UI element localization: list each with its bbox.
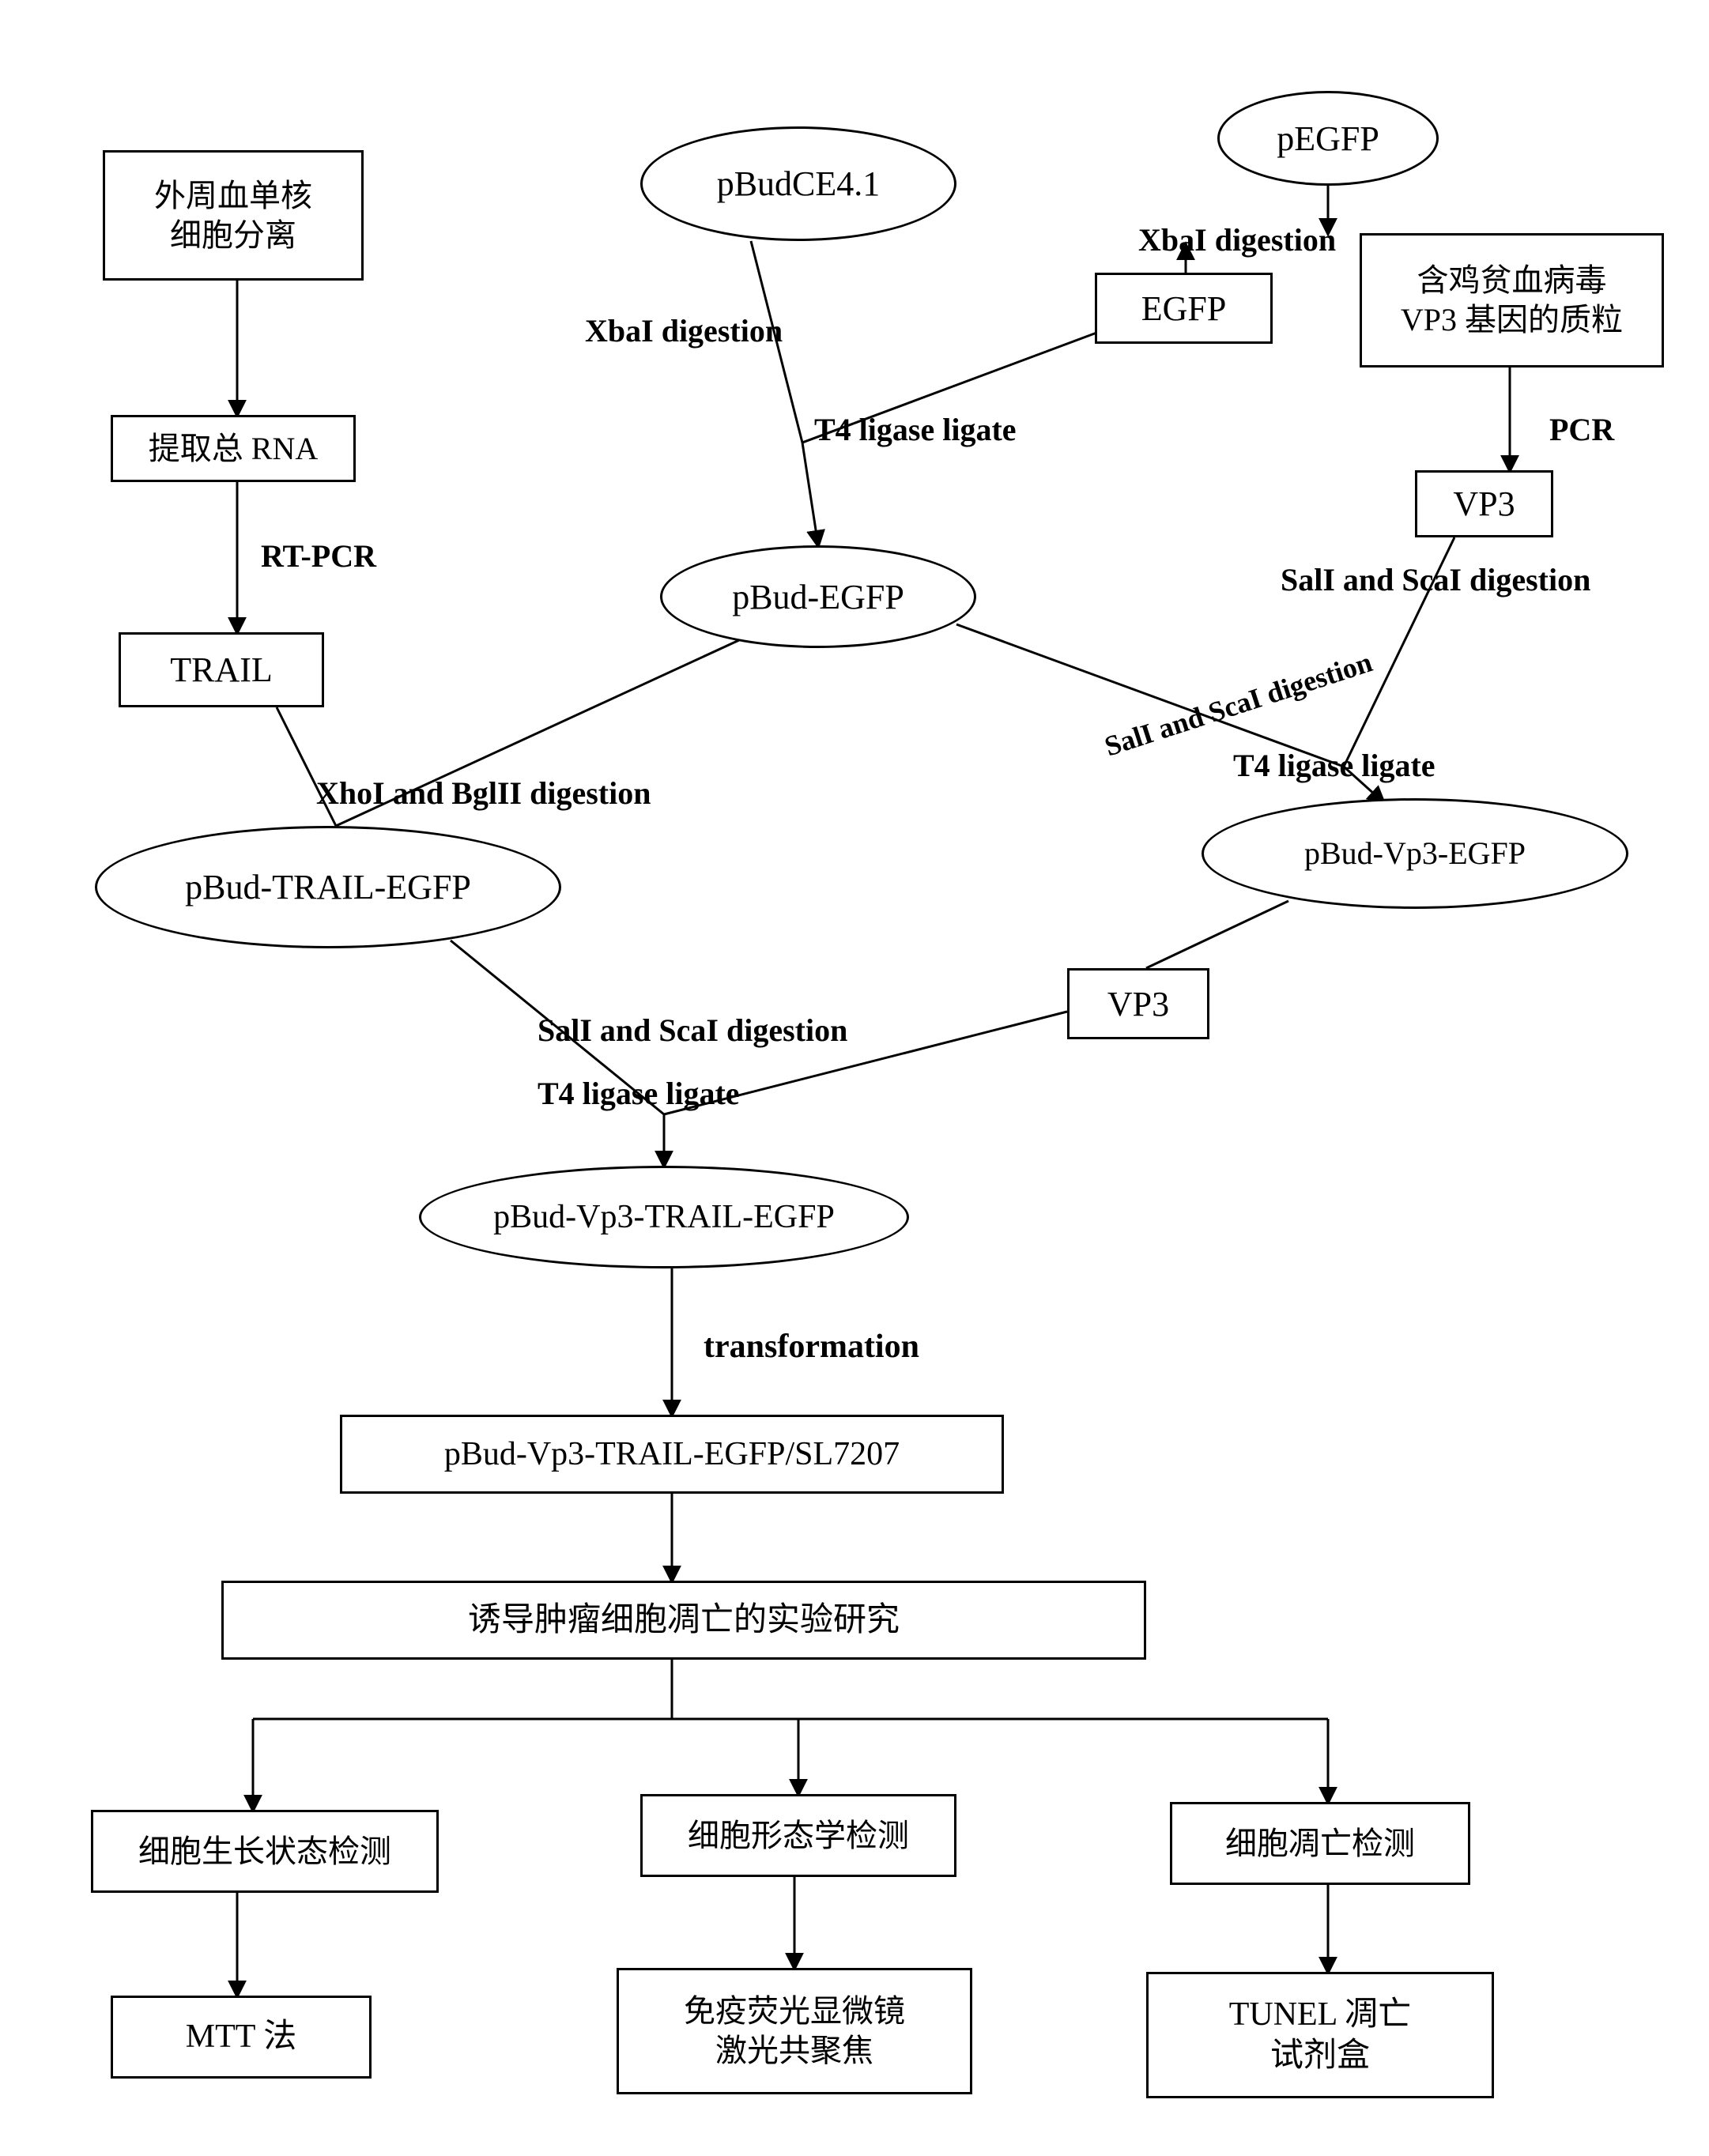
edge-label-l_salscai3: SalI and ScaI digestion: [538, 1012, 847, 1049]
edge-label-l_pcr: PCR: [1549, 411, 1614, 448]
node-n_mtt: MTT 法: [111, 1996, 372, 2079]
edge-label-l_t4a: T4 ligase ligate: [814, 411, 1017, 448]
node-n_rna: 提取总 RNA: [111, 415, 356, 482]
edge-label-l_xhoi: XhoI and BglII digestion: [316, 775, 651, 812]
node-n_pbudvp3e: pBud-Vp3-EGFP: [1202, 798, 1628, 909]
node-n_pbudegfp: pBud-EGFP: [660, 545, 976, 648]
node-n_pbmc: 外周血单核 细胞分离: [103, 150, 364, 281]
node-n_tunel: TUNEL 凋亡 试剂盒: [1146, 1972, 1494, 2098]
flowchart-canvas: 外周血单核 细胞分离提取总 RNA TRAIL pBudCE4.1 pEGFP EGFP…: [0, 0, 1709, 2156]
node-n_morph: 细胞形态学检测: [640, 1794, 956, 1877]
node-n_growth: 细胞生长状态检测: [91, 1810, 439, 1893]
node-n_pbudtrail: pBud-TRAIL-EGFP: [95, 826, 561, 948]
edge-label-l_xbai1: XbaI digestion: [585, 312, 783, 349]
node-n_vp3b: VP3: [1067, 968, 1209, 1039]
node-n_sl7207: pBud-Vp3-TRAIL-EGFP/SL7207: [340, 1415, 1004, 1494]
node-n_egfp: EGFP: [1095, 273, 1273, 344]
node-n_apop: 细胞凋亡检测: [1170, 1802, 1470, 1885]
edge-label-l_salscai1: SalI and ScaI digestion: [1281, 561, 1590, 598]
node-n_study: 诱导肿瘤细胞凋亡的实验研究: [221, 1581, 1146, 1660]
node-n_pbudvp3t: pBud-Vp3-TRAIL-EGFP: [419, 1166, 909, 1268]
node-n_pegfp: pEGFP: [1217, 91, 1439, 186]
node-n_pbudce: pBudCE4.1: [640, 126, 956, 241]
node-n_vp3a: VP3: [1415, 470, 1553, 537]
edge-label-l_xbai2: XbaI digestion: [1138, 221, 1336, 258]
edge-label-l_salscai2: SalI and ScaI digestion: [1100, 645, 1376, 763]
node-n_trail: TRAIL: [119, 632, 324, 707]
edge-label-l_rtpcr: RT-PCR: [261, 537, 376, 575]
node-n_chicken: 含鸡贫血病毒 VP3 基因的质粒: [1360, 233, 1664, 368]
edge-label-l_trans: transformation: [704, 1328, 919, 1366]
edge-label-l_t4c: T4 ligase ligate: [538, 1075, 740, 1112]
node-n_fluoro: 免疫荧光显微镜 激光共聚焦: [617, 1968, 972, 2094]
edge-label-l_t4b: T4 ligase ligate: [1233, 747, 1435, 784]
